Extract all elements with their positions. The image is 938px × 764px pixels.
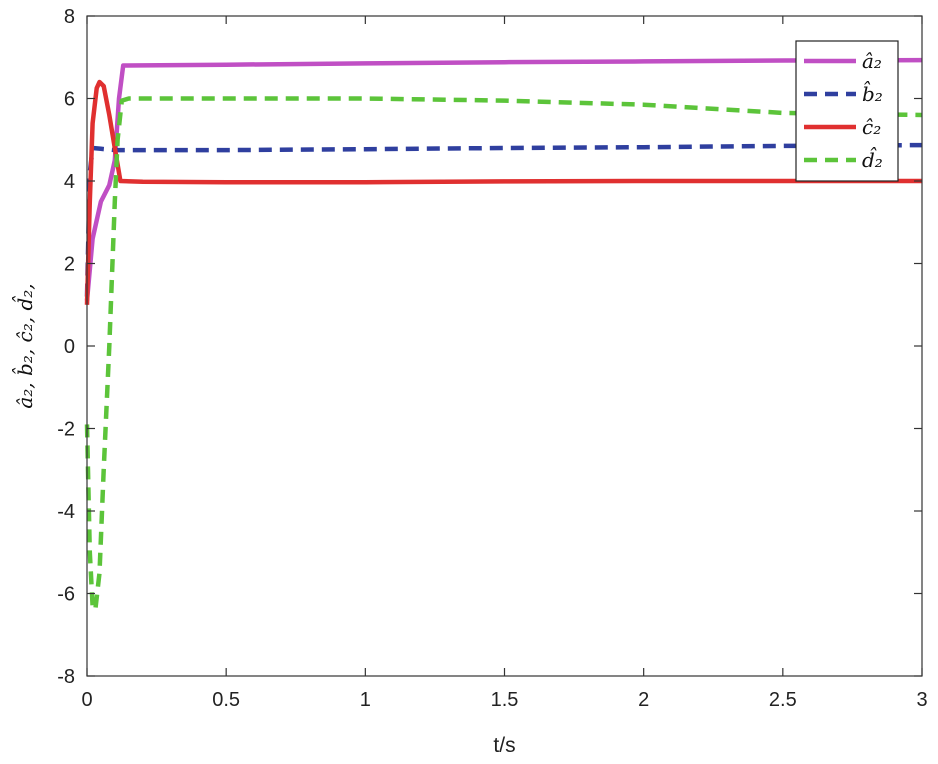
x-axis-label: t/s xyxy=(493,734,515,757)
y-tick-label: 0 xyxy=(64,336,75,358)
y-axis-label: â₂, b̂₂, ĉ₂, d̂₂, xyxy=(11,283,37,408)
x-tick-label: 3 xyxy=(916,689,927,711)
x-tick-label: 0 xyxy=(81,689,92,711)
x-tick-label: 2 xyxy=(638,689,649,711)
series-line-2 xyxy=(84,142,923,297)
y-tick-label: -8 xyxy=(57,666,75,688)
y-tick-label: -6 xyxy=(57,584,75,606)
x-tick-label: 2.5 xyxy=(769,689,797,711)
series-line-1 xyxy=(84,57,923,301)
legend-box xyxy=(795,40,899,182)
legend-label-4: d̂₂ xyxy=(862,146,883,172)
plot-background xyxy=(87,16,922,676)
x-tick-label: 1.5 xyxy=(491,689,519,711)
y-tick-label: -2 xyxy=(57,419,75,441)
y-tick-label: 4 xyxy=(64,171,75,193)
axes-layer: 0 0.5 1 1.5 2 2.5 3 -8 -6 -4 -2 0 2 4 6 8 t/s â₂, b̂₂, ĉ₂… xyxy=(11,6,928,757)
series-layer xyxy=(84,57,923,613)
series-line-4 xyxy=(84,96,923,613)
y-tick-label: 6 xyxy=(64,89,75,111)
x-tick-label: 1 xyxy=(360,689,371,711)
y-tick-label: 8 xyxy=(64,6,75,28)
y-tick-label: 2 xyxy=(64,254,75,276)
legend-label-1: â₂ xyxy=(862,49,882,73)
legend-label-2: b̂₂ xyxy=(862,80,883,106)
y-tick-label: -4 xyxy=(57,501,75,523)
plot-area xyxy=(87,16,922,676)
legend-label-3: ĉ₂ xyxy=(862,115,881,139)
legend: â₂ b̂₂ ĉ₂ d̂₂ xyxy=(795,40,899,182)
x-tick-label: 0.5 xyxy=(212,689,240,711)
